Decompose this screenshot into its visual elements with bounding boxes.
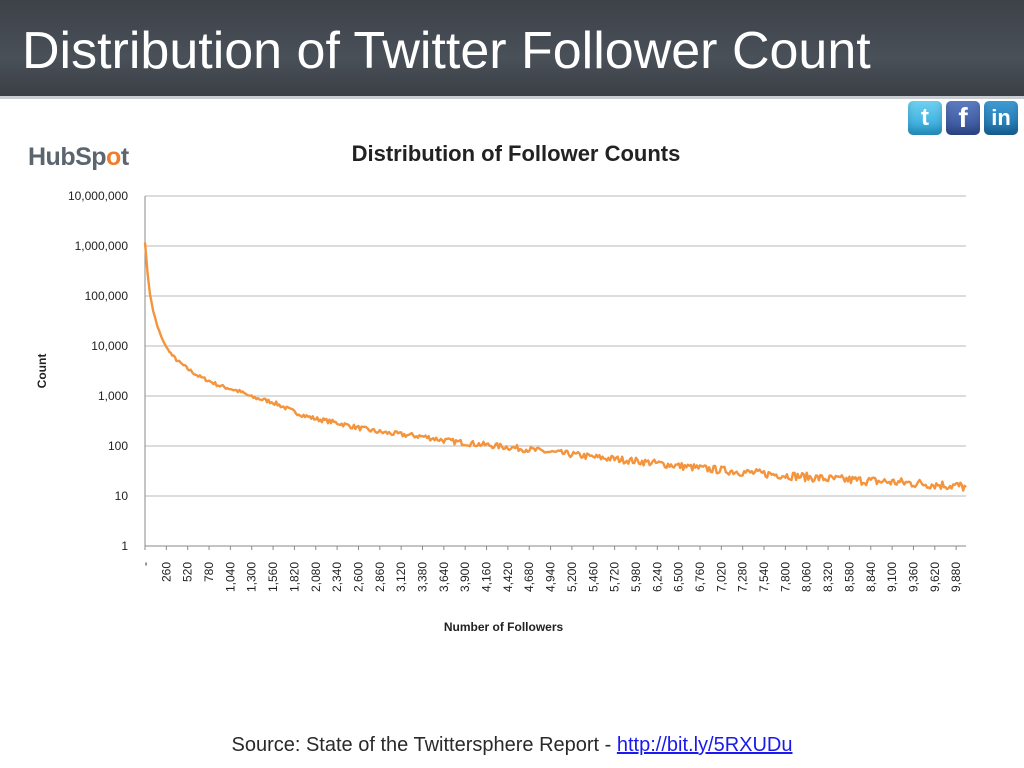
x-tick-label: 9,880 (949, 562, 963, 592)
source-link[interactable]: http://bit.ly/5RXUDu (616, 734, 793, 756)
x-tick-label: 1,040 (223, 562, 237, 592)
x-tick-label: 5,200 (565, 562, 579, 592)
x-tick-label: 8,580 (842, 562, 856, 592)
x-tick-label: 2,080 (309, 562, 323, 592)
y-tick-label: 1,000,000 (75, 239, 129, 253)
chart-title: Distribution of Follower Counts (351, 141, 681, 166)
x-tick-label: 2,600 (351, 562, 365, 592)
x-tick-label: 5,980 (629, 562, 643, 592)
x-tick-label: 4,940 (544, 562, 558, 592)
x-tick-label: 7,020 (714, 562, 728, 592)
x-tick-label: 260 (159, 562, 173, 582)
x-tick-label: 2,340 (330, 562, 344, 592)
hubspot-logo: HubSpot (28, 143, 129, 171)
y-tick-label: 100,000 (85, 289, 129, 303)
x-tick-label: 780 (202, 562, 216, 582)
x-tick-label: 7,280 (736, 562, 750, 592)
y-tick-label: 100 (108, 439, 128, 453)
x-tick-label: 9,360 (906, 562, 920, 592)
x-axis-label: Number of Followers (444, 620, 564, 634)
series-line (143, 242, 967, 492)
x-tick-label: 8,320 (821, 562, 835, 592)
x-tick-label: 2,860 (373, 562, 387, 592)
y-axis-label: Count (35, 354, 49, 389)
x-tick-label: 5,720 (608, 562, 622, 592)
x-tick-label: 7,540 (757, 562, 771, 592)
x-tick-label: 1,560 (266, 562, 280, 592)
x-tick-label: 4,420 (501, 562, 515, 592)
x-tick-label: 9,620 (928, 562, 942, 592)
twitter-icon[interactable]: t (908, 101, 942, 135)
x-tick-label: 3,120 (394, 562, 408, 592)
x-tick-label: 3,900 (458, 562, 472, 592)
x-tick-label: 3,380 (415, 562, 429, 592)
y-tick-label: 1 (121, 539, 128, 553)
slide-title: Distribution of Twitter Follower Count (22, 22, 871, 80)
x-tick-label: 5,460 (586, 562, 600, 592)
x-tick-label: 6,760 (693, 562, 707, 592)
social-icons: t f in (908, 101, 1018, 135)
x-tick-label: 4,160 (480, 562, 494, 592)
linkedin-icon[interactable]: in (984, 101, 1018, 135)
x-tick-label: 4,680 (522, 562, 536, 592)
x-tick-label: 9,100 (885, 562, 899, 592)
slide-header: Distribution of Twitter Follower Count (0, 0, 1024, 99)
x-tick-label: 8,840 (864, 562, 878, 592)
x-tick-label: 1,300 (245, 562, 259, 592)
x-tick-label: 8,060 (800, 562, 814, 592)
x-tick-label: 1,820 (287, 562, 301, 592)
x-tick-label: 6,240 (650, 562, 664, 592)
y-tick-label: 10 (115, 489, 129, 503)
source-text: Source: State of the Twittersphere Repor… (231, 734, 617, 756)
x-tick-label: - (138, 562, 152, 566)
follower-distribution-chart: 1 10 100 1,000 10,000 100,000 1,000,000 10,000,… (35, 189, 967, 634)
y-tick-label: 1,000 (98, 389, 128, 403)
x-tick-label: 520 (181, 562, 195, 582)
y-tick-label: 10,000 (91, 339, 128, 353)
x-tick-label: 7,800 (778, 562, 792, 592)
facebook-icon[interactable]: f (946, 101, 980, 135)
y-tick-label: 10,000,000 (68, 189, 128, 203)
x-tick-label: 3,640 (437, 562, 451, 592)
source-footer: Source: State of the Twittersphere Repor… (0, 734, 1024, 757)
x-tick-label: 6,500 (672, 562, 686, 592)
